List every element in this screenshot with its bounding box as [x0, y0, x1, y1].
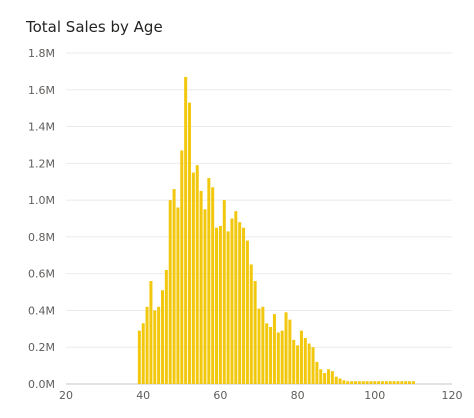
bar[interactable]: [311, 347, 315, 384]
bar[interactable]: [307, 343, 311, 384]
bar[interactable]: [199, 190, 203, 384]
x-tick-label: 20: [59, 389, 73, 402]
bar[interactable]: [257, 308, 261, 384]
y-axis-ticks: 0.0M 0.2M 0.4M 0.6M 0.8M 1.0M 1.2M 1.4M 1.6M 1.8M: [28, 47, 55, 391]
bar[interactable]: [292, 339, 296, 384]
bar[interactable]: [203, 209, 207, 384]
bar[interactable]: [149, 281, 153, 384]
bar[interactable]: [299, 330, 303, 384]
bar[interactable]: [276, 332, 280, 384]
bar[interactable]: [408, 381, 412, 384]
bar[interactable]: [365, 381, 369, 384]
bar[interactable]: [334, 376, 338, 384]
bar[interactable]: [361, 381, 365, 384]
bar[interactable]: [207, 178, 211, 384]
bar[interactable]: [323, 372, 327, 384]
bar[interactable]: [388, 381, 392, 384]
bar[interactable]: [350, 381, 354, 384]
bar[interactable]: [357, 381, 361, 384]
bar[interactable]: [157, 306, 161, 384]
y-tick-label: 0.4M: [28, 304, 55, 317]
bar[interactable]: [404, 381, 408, 384]
x-tick-label: 60: [213, 389, 227, 402]
x-tick-label: 120: [442, 389, 463, 402]
bar[interactable]: [315, 361, 319, 384]
bar[interactable]: [288, 319, 292, 384]
bar[interactable]: [284, 312, 288, 384]
y-tick-label: 1.8M: [28, 47, 55, 60]
bar[interactable]: [188, 102, 192, 385]
bar[interactable]: [392, 381, 396, 384]
bar[interactable]: [411, 381, 415, 384]
bar[interactable]: [280, 330, 284, 384]
y-tick-label: 0.2M: [28, 341, 55, 354]
bar[interactable]: [253, 281, 257, 384]
bar[interactable]: [303, 338, 307, 384]
x-tick-label: 100: [364, 389, 385, 402]
y-tick-label: 0.8M: [28, 231, 55, 244]
x-tick-label: 80: [291, 389, 305, 402]
y-tick-label: 1.2M: [28, 157, 55, 170]
bar[interactable]: [373, 381, 377, 384]
bar[interactable]: [172, 189, 176, 384]
bar[interactable]: [168, 200, 172, 384]
bar[interactable]: [296, 345, 300, 384]
bar[interactable]: [238, 222, 242, 384]
bar[interactable]: [160, 290, 165, 384]
y-tick-label: 1.4M: [28, 121, 55, 134]
bar[interactable]: [326, 369, 330, 384]
bar[interactable]: [180, 150, 184, 384]
y-tick-label: 1.0M: [28, 194, 55, 207]
bar[interactable]: [195, 165, 199, 384]
x-axis-ticks: 20 40 60 80 100 120: [59, 389, 463, 402]
y-tick-label: 1.6M: [28, 84, 55, 97]
bar[interactable]: [215, 227, 219, 384]
bar-series: [137, 76, 415, 385]
bar[interactable]: [384, 381, 388, 384]
bar[interactable]: [353, 381, 358, 384]
bar[interactable]: [242, 227, 246, 384]
bar[interactable]: [342, 380, 346, 384]
bar[interactable]: [369, 381, 373, 384]
bar[interactable]: [211, 187, 215, 384]
bar[interactable]: [245, 240, 249, 384]
bar[interactable]: [338, 378, 342, 384]
bar[interactable]: [269, 326, 273, 384]
bar[interactable]: [377, 381, 381, 384]
bar[interactable]: [226, 231, 230, 384]
bar[interactable]: [381, 381, 385, 384]
x-tick-label: 40: [136, 389, 150, 402]
bar[interactable]: [176, 207, 180, 384]
y-tick-label: 0.6M: [28, 268, 55, 281]
bar[interactable]: [272, 314, 276, 384]
bar[interactable]: [164, 269, 168, 384]
bar[interactable]: [265, 323, 269, 384]
bar[interactable]: [400, 381, 404, 384]
y-tick-label: 0.0M: [28, 378, 55, 391]
bar[interactable]: [184, 76, 188, 385]
bar[interactable]: [249, 264, 253, 384]
bar[interactable]: [330, 371, 334, 384]
chart-title: Total Sales by Age: [26, 18, 163, 36]
bar[interactable]: [218, 225, 222, 384]
bar[interactable]: [141, 323, 145, 384]
bar[interactable]: [222, 200, 226, 384]
bar[interactable]: [396, 381, 400, 384]
bar[interactable]: [319, 369, 323, 384]
bar[interactable]: [137, 330, 141, 384]
bar[interactable]: [234, 211, 238, 384]
bar[interactable]: [261, 306, 265, 384]
bar[interactable]: [145, 306, 149, 384]
bar[interactable]: [153, 310, 157, 384]
bar[interactable]: [230, 218, 234, 385]
bar[interactable]: [346, 381, 350, 384]
bar[interactable]: [191, 172, 195, 384]
